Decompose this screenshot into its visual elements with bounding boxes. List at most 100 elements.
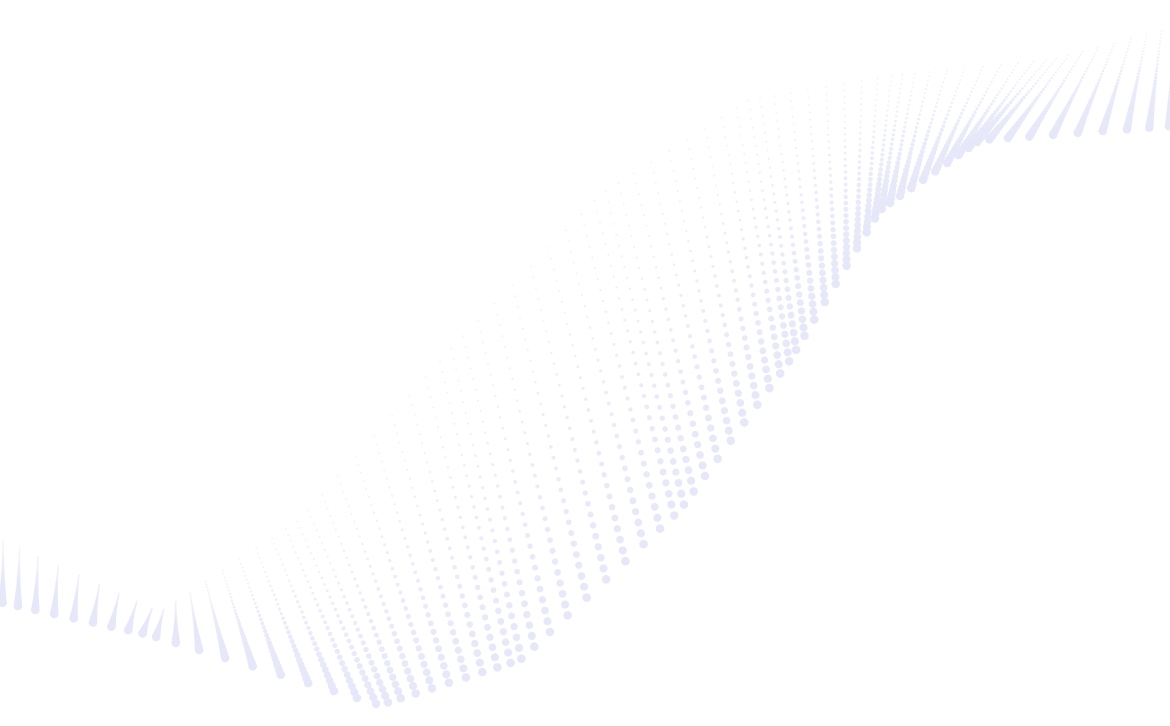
dot <box>512 633 521 642</box>
dot <box>768 166 772 169</box>
dot <box>556 579 564 587</box>
dot <box>381 653 388 660</box>
dot <box>718 303 723 308</box>
dot <box>370 503 373 506</box>
dot <box>766 306 773 313</box>
dot <box>757 338 765 345</box>
dot <box>960 112 964 116</box>
dot <box>843 102 846 104</box>
dot <box>439 360 441 363</box>
dot <box>654 447 661 454</box>
dot <box>1072 90 1077 95</box>
dot <box>329 686 339 696</box>
dot <box>827 126 830 130</box>
dot <box>1133 88 1138 93</box>
dot <box>488 517 492 522</box>
dot <box>798 177 801 181</box>
dot <box>244 574 247 577</box>
dot <box>983 111 988 116</box>
dot <box>594 267 596 270</box>
dot <box>772 269 778 274</box>
dot <box>634 518 643 527</box>
dot <box>190 603 193 606</box>
dot <box>668 328 673 332</box>
dot <box>901 78 903 81</box>
dot <box>773 200 777 204</box>
dot <box>341 665 348 673</box>
dot <box>797 170 800 173</box>
dot <box>413 495 417 499</box>
dot <box>731 370 738 377</box>
dot <box>756 329 763 336</box>
dot <box>782 169 785 172</box>
dot <box>604 390 608 395</box>
dot <box>223 576 226 579</box>
dot <box>873 125 876 128</box>
dot <box>540 308 543 311</box>
dot <box>420 660 428 669</box>
dot <box>749 108 751 111</box>
dot <box>276 670 286 680</box>
dot <box>736 399 745 407</box>
dot <box>375 519 378 522</box>
dot <box>496 405 500 408</box>
dot <box>791 115 794 118</box>
dot <box>753 216 757 220</box>
dot <box>448 402 451 404</box>
dot <box>870 214 880 223</box>
dot <box>607 321 610 325</box>
dot <box>329 514 332 517</box>
dot <box>664 307 668 311</box>
dot <box>662 372 668 377</box>
dot <box>446 466 450 469</box>
dot <box>501 638 510 647</box>
dot <box>36 563 39 566</box>
dot <box>1019 98 1024 103</box>
dot <box>450 555 455 560</box>
dot <box>1133 85 1138 89</box>
dot <box>730 269 735 274</box>
dot <box>672 263 676 267</box>
dot <box>245 578 248 581</box>
dot <box>807 284 815 292</box>
dot <box>1135 78 1139 83</box>
dot <box>393 574 397 579</box>
dot <box>271 589 274 592</box>
dot <box>294 551 297 554</box>
dot <box>572 551 580 558</box>
dot <box>36 566 39 569</box>
dot <box>1041 74 1044 77</box>
dot <box>843 139 847 142</box>
dot <box>959 79 962 81</box>
dot <box>826 120 829 123</box>
dot <box>323 549 326 552</box>
dot <box>856 188 862 194</box>
dot <box>826 106 829 109</box>
dot <box>522 522 528 528</box>
dots <box>0 30 1170 709</box>
dot <box>471 443 475 447</box>
dot <box>789 234 795 239</box>
dot <box>410 629 417 636</box>
dot <box>828 173 832 177</box>
dot <box>644 404 650 410</box>
dot <box>583 224 585 227</box>
dot <box>752 400 762 410</box>
dot <box>900 83 903 85</box>
dot <box>341 626 346 631</box>
dot <box>977 76 980 79</box>
dot <box>653 330 657 334</box>
dot <box>388 486 391 489</box>
dot <box>492 538 498 544</box>
dot <box>983 94 986 97</box>
dot <box>174 600 177 603</box>
dot <box>56 571 59 574</box>
dot <box>770 251 775 256</box>
dot <box>524 338 527 341</box>
dot <box>633 245 636 249</box>
dot <box>398 441 401 444</box>
dot <box>526 348 529 352</box>
dot <box>380 535 384 538</box>
dot <box>18 559 21 562</box>
dot <box>433 489 437 493</box>
